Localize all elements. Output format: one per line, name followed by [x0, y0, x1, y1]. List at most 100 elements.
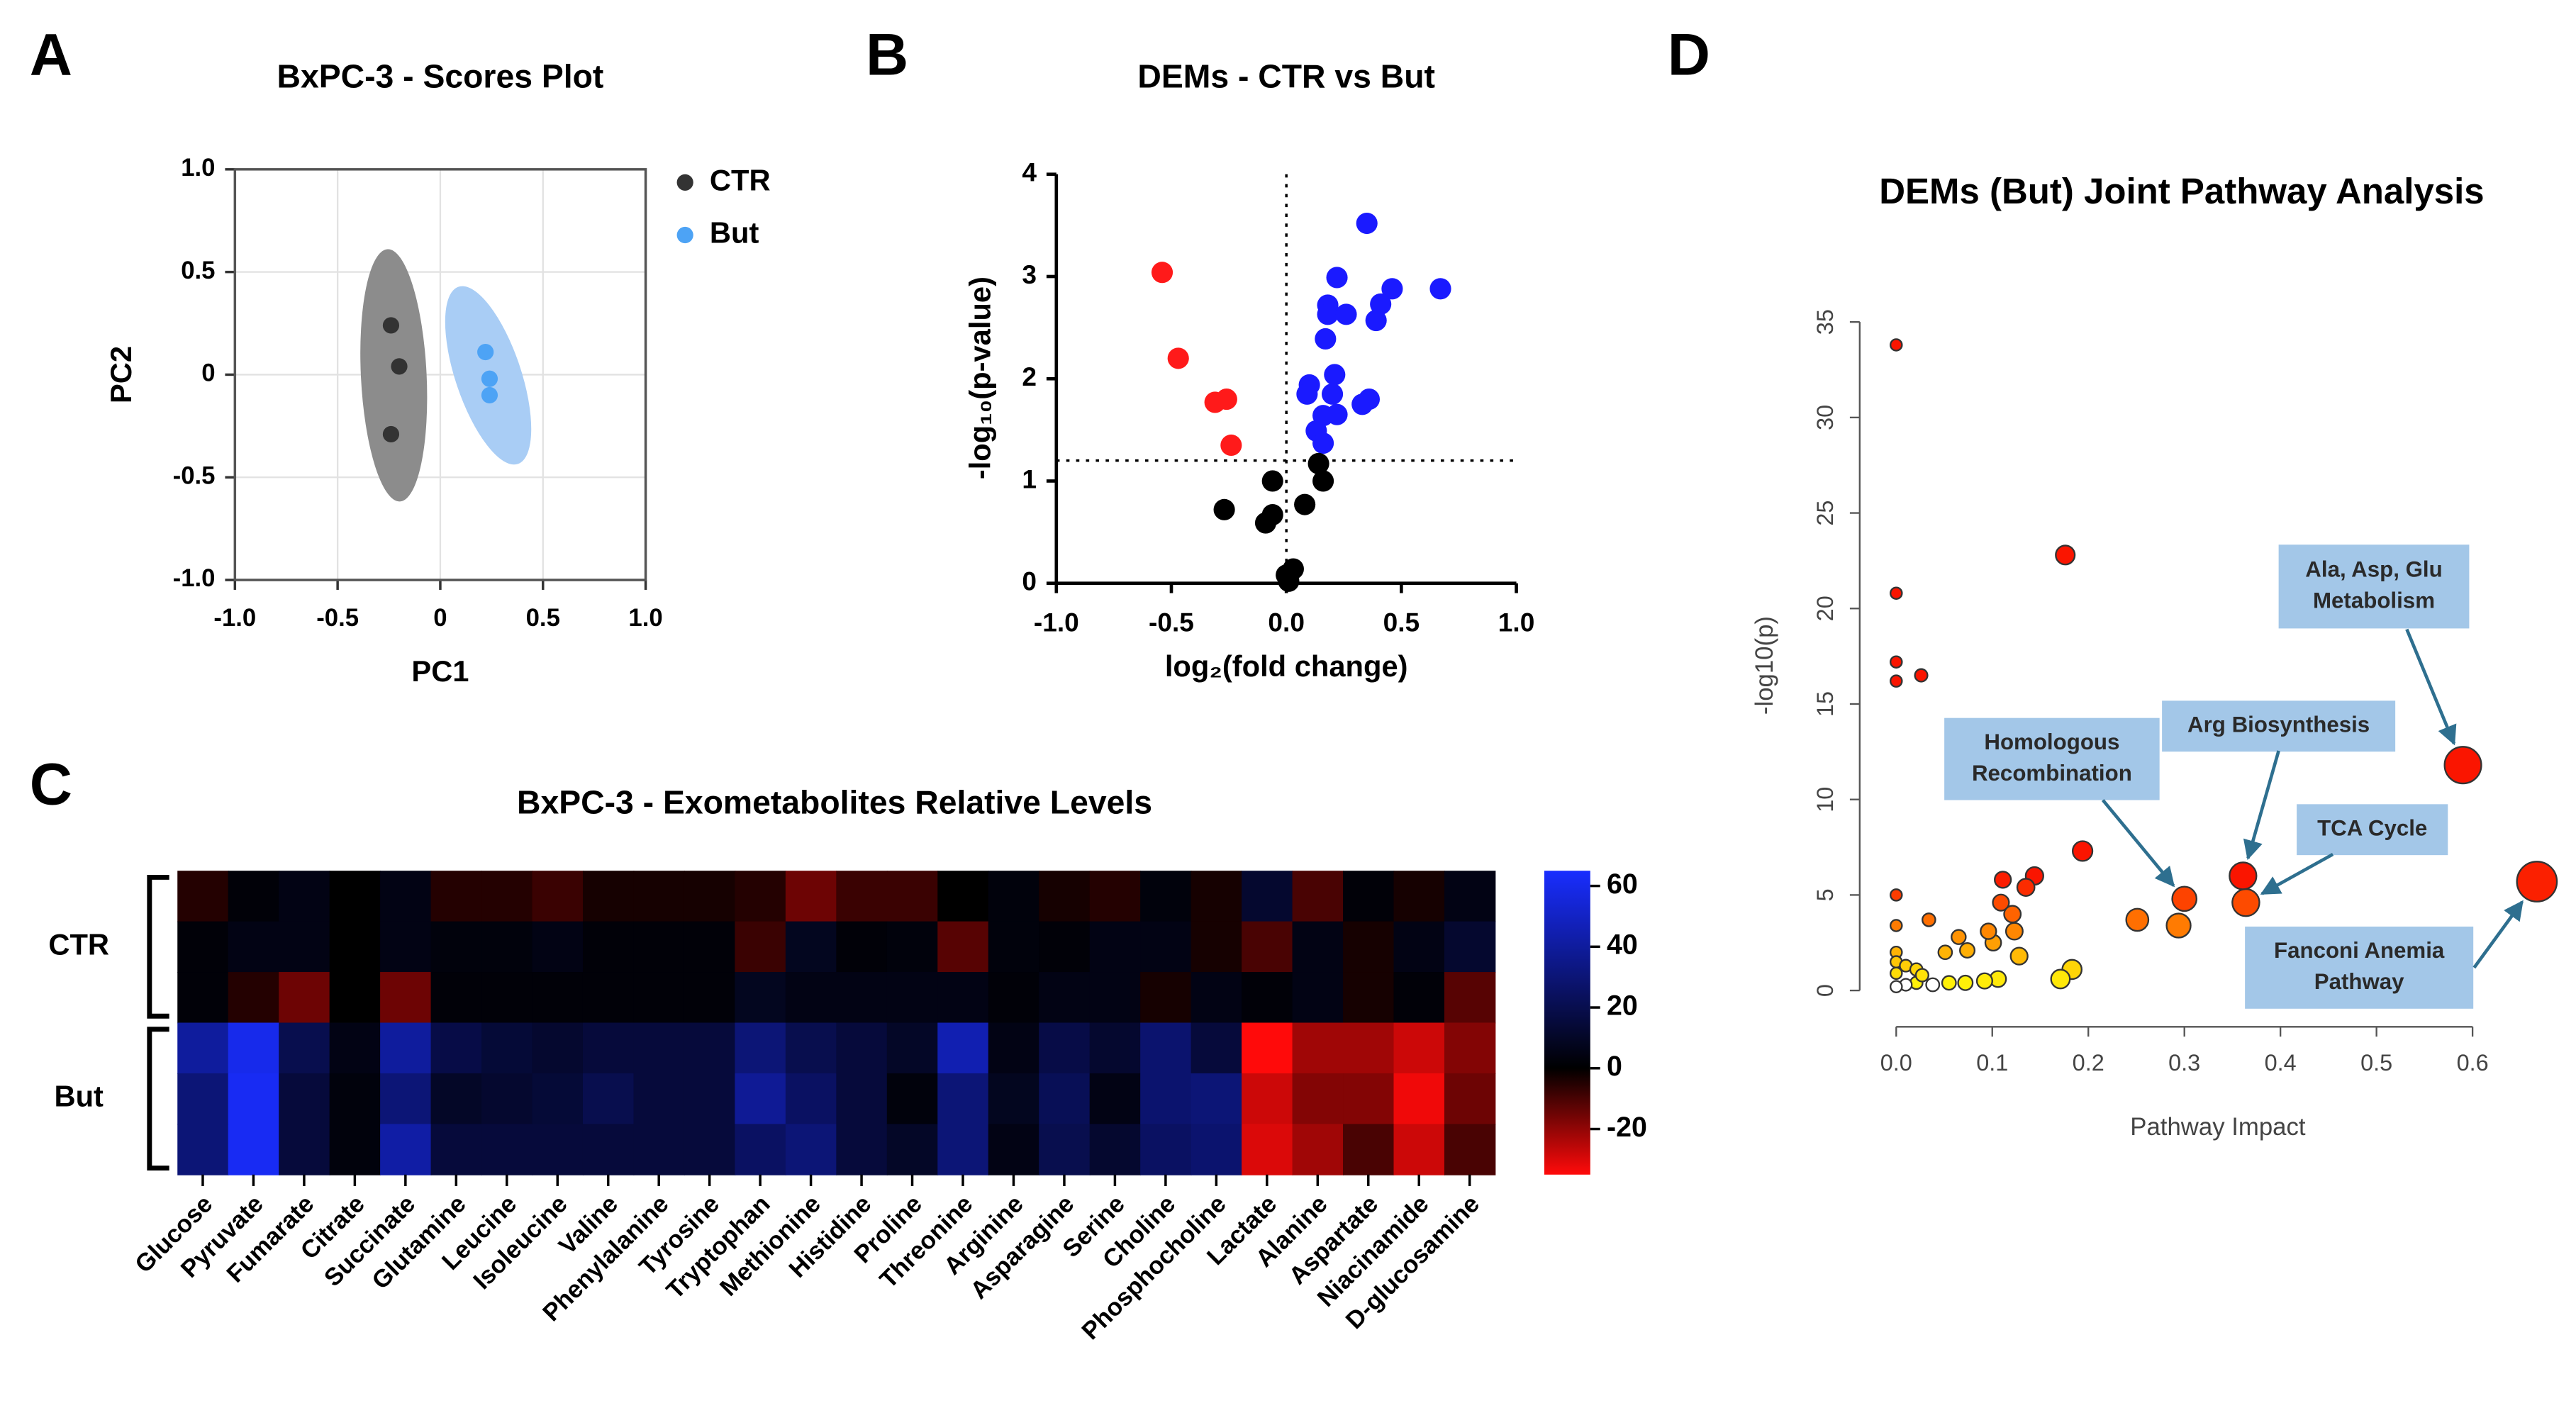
heatmap-cell — [735, 1022, 786, 1074]
point — [382, 425, 400, 443]
heatmap-cell — [380, 972, 432, 1024]
heatmap-cell — [430, 972, 482, 1024]
annotation-text: TCA Cycle — [2317, 816, 2427, 841]
heatmap-cell — [684, 1022, 736, 1074]
heatmap-cell — [1039, 871, 1091, 922]
x-tick-label: 0.6 — [2457, 1050, 2489, 1075]
plot-frame — [233, 168, 647, 581]
annotation-arrow — [2260, 852, 2334, 895]
heatmap-cell — [684, 871, 736, 922]
point — [1312, 432, 1334, 454]
heatmap-cell — [1039, 1073, 1091, 1125]
heatmap-cell — [430, 871, 482, 922]
heatmap-cell — [937, 1124, 989, 1175]
point — [1326, 267, 1348, 289]
point — [1296, 383, 1318, 405]
heatmap-cell — [836, 1022, 888, 1074]
heatmap-cell — [329, 972, 381, 1024]
point — [1312, 470, 1334, 492]
heatmap-cell — [886, 871, 939, 922]
heatmap-cell — [1191, 1022, 1243, 1074]
heatmap-cell — [937, 1073, 989, 1125]
x-tick-label: -0.5 — [1149, 607, 1194, 637]
heatmap-cell — [481, 921, 533, 973]
point — [481, 386, 498, 403]
bubble — [1975, 972, 1993, 990]
heatmap-cell — [1343, 1124, 1395, 1175]
heatmap-cell — [1089, 921, 1142, 973]
y-tick-label: 5 — [1812, 888, 1838, 901]
heatmap-cell — [886, 921, 939, 973]
panel-label: A — [30, 21, 72, 88]
heatmap-cell — [1343, 1073, 1395, 1125]
panel-label: C — [30, 750, 72, 817]
heatmap-cell — [735, 1124, 786, 1175]
heatmap-cell — [1292, 1073, 1344, 1125]
bubble — [2443, 746, 2482, 785]
bubble — [1890, 586, 1903, 600]
heatmap-cell — [1089, 871, 1142, 922]
bubble — [1890, 338, 1903, 352]
confidence-ellipse — [360, 249, 428, 502]
y-tick-label: 35 — [1812, 309, 1838, 335]
heatmap-cell — [937, 972, 989, 1024]
heatmap-cell — [1444, 972, 1496, 1024]
annotation-box — [2278, 544, 2470, 629]
heatmap-cell — [1039, 1124, 1091, 1175]
chart-title: BxPC-3 - Scores Plot — [277, 58, 604, 95]
heatmap-cell — [228, 1022, 280, 1074]
y-tick-label: 3 — [1022, 259, 1037, 289]
y-tick-label: 4 — [1022, 157, 1037, 187]
heatmap-cell — [228, 871, 280, 922]
heatmap-cell — [532, 1073, 584, 1125]
x-tick-label: 0.1 — [1976, 1050, 2008, 1075]
heatmap-cell — [1444, 1073, 1496, 1125]
heatmap-cell — [582, 871, 635, 922]
heatmap-cell — [1140, 871, 1192, 922]
heatmap-cell — [988, 972, 1040, 1024]
heatmap-cell — [532, 871, 584, 922]
heatmap-cell — [1242, 871, 1293, 922]
heatmap-cell — [481, 871, 533, 922]
heatmap-cell — [481, 1124, 533, 1175]
panel-label: B — [866, 21, 908, 88]
heatmap-cell — [633, 921, 685, 973]
bubble — [2005, 922, 2024, 941]
annotation-arrow — [2405, 628, 2457, 746]
panel-label: D — [1668, 21, 1710, 88]
point — [1215, 389, 1237, 410]
x-tick-label: 0.4 — [2265, 1050, 2297, 1075]
heatmap-cell — [633, 1073, 685, 1125]
heatmap-cell — [1140, 972, 1192, 1024]
bubble — [1914, 668, 1929, 683]
heatmap-cell — [1039, 1022, 1091, 1074]
heatmap-cell — [380, 921, 432, 973]
heatmap-cell — [1140, 1124, 1192, 1175]
x-axis-title: Pathway Impact — [2130, 1114, 2306, 1141]
legend-label: But — [710, 216, 759, 250]
heatmap-cell — [1292, 1124, 1344, 1175]
y-tick-label: 0 — [1022, 566, 1037, 596]
point — [1356, 212, 1378, 235]
heatmap-cell — [177, 972, 229, 1024]
heatmap-cell — [886, 1073, 939, 1125]
heatmap-cell — [329, 1073, 381, 1125]
heatmap-cell — [279, 1022, 330, 1074]
heatmap-cell — [836, 1073, 888, 1125]
heatmap-cell — [988, 1073, 1040, 1125]
heatmap-cell — [633, 972, 685, 1024]
heatmap-cell — [735, 921, 786, 973]
heatmap-cell — [1393, 972, 1445, 1024]
y-axis-title: PC2 — [104, 346, 138, 403]
heatmap-cell — [1140, 921, 1192, 973]
bubble — [1937, 944, 1953, 961]
heatmap-cell — [481, 1022, 533, 1074]
heatmap-cell — [582, 972, 635, 1024]
heatmap-cell — [1242, 921, 1293, 973]
heatmap-cell — [1242, 1022, 1293, 1074]
heatmap-cell — [279, 871, 330, 922]
point — [1294, 493, 1316, 515]
heatmap-cell — [532, 921, 584, 973]
bubble — [1890, 966, 1903, 980]
